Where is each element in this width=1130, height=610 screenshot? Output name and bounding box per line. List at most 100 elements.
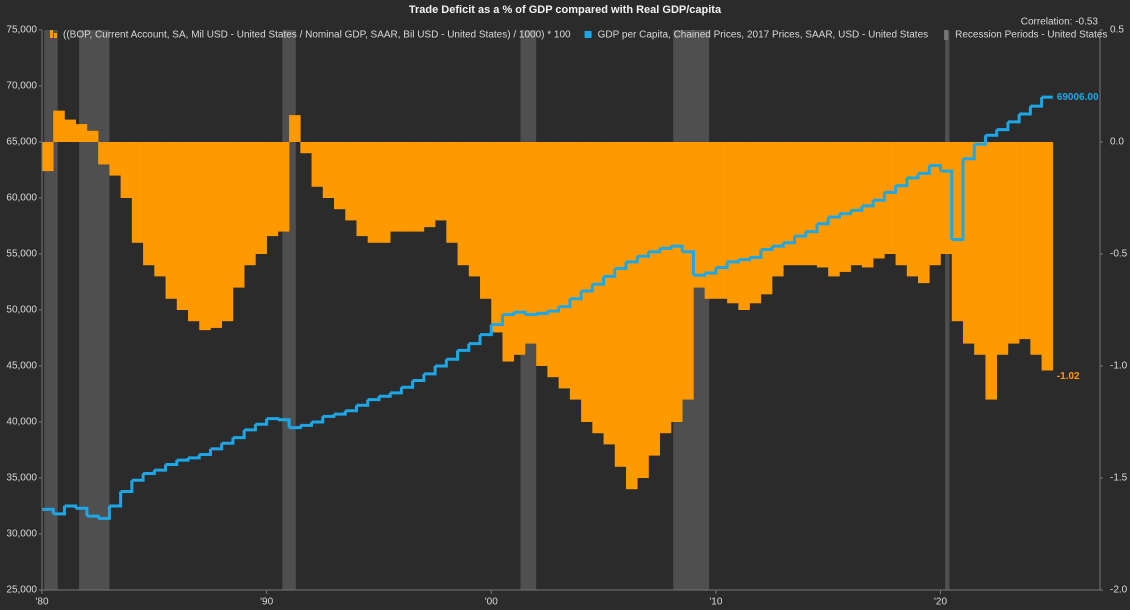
bar <box>300 142 312 154</box>
line-step <box>1019 106 1032 116</box>
bar <box>895 142 908 266</box>
bar <box>289 115 301 142</box>
line-step <box>446 350 460 361</box>
y-tick-label: 65,000 <box>6 137 37 148</box>
legend-swatch <box>50 30 53 38</box>
bar <box>221 142 234 322</box>
y2-tick-label: 0.5 <box>1110 25 1124 36</box>
end-label: -1.02 <box>1057 371 1080 382</box>
chart-title: Trade Deficit as a % of GDP compared wit… <box>409 4 722 16</box>
bar <box>120 142 133 198</box>
bar <box>378 142 391 243</box>
bar <box>176 142 189 310</box>
line-step <box>266 417 280 421</box>
line-step <box>749 249 763 259</box>
line-step <box>704 267 718 275</box>
x-tick-label: '80 <box>35 597 48 608</box>
bar <box>626 142 638 490</box>
bar <box>255 142 267 254</box>
x-tick-label: '90 <box>260 597 273 608</box>
bar <box>1007 142 1020 344</box>
line-step <box>480 324 493 337</box>
recession-band <box>282 30 296 590</box>
bar <box>199 142 211 331</box>
line-step <box>884 185 898 194</box>
y-tick-label: 70,000 <box>6 81 37 92</box>
line-step <box>1007 114 1021 124</box>
bar <box>390 142 402 232</box>
line-step <box>468 334 482 346</box>
line-step <box>670 244 684 252</box>
line-step <box>423 366 437 376</box>
line-step <box>53 506 66 516</box>
bar <box>64 119 76 142</box>
axis-layer: 75,000 70,000 65,000 60,000 55,000 50,000 45,0… <box>6 25 1127 608</box>
y2-tick-label: 0.0 <box>1110 137 1124 148</box>
bar <box>850 142 863 266</box>
bar <box>592 142 604 434</box>
line-step <box>715 261 729 269</box>
y-tick-label: 25,000 <box>6 585 37 596</box>
legend-swatch <box>584 31 592 38</box>
bar <box>1030 142 1042 355</box>
bar <box>446 142 458 243</box>
line-step <box>401 380 415 389</box>
bar <box>884 142 896 254</box>
line-step <box>918 165 931 175</box>
legend-label: Recession Periods - United States <box>955 30 1107 41</box>
line-step <box>86 514 100 519</box>
x-tick-label: '10 <box>709 597 722 608</box>
annotation: Correlation: -0.53 <box>1021 17 1099 28</box>
line-step <box>311 416 325 424</box>
legend-label: GDP per Capita, Chained Prices, 2017 Pri… <box>598 30 929 41</box>
line-step <box>805 223 819 234</box>
line-step <box>839 210 853 216</box>
bar <box>581 142 593 422</box>
bar <box>648 142 661 456</box>
bar <box>772 142 784 277</box>
line-step <box>783 236 797 245</box>
line-step <box>232 429 246 440</box>
bar <box>109 142 121 176</box>
line-step <box>940 169 954 240</box>
y-tick-label: 35,000 <box>6 473 37 484</box>
y-tick-label: 75,000 <box>6 25 37 36</box>
y-tick-label: 45,000 <box>6 361 37 372</box>
bar <box>558 142 571 389</box>
line-step <box>760 246 774 252</box>
bar <box>670 142 683 422</box>
line-step <box>603 268 617 278</box>
bar <box>502 142 515 362</box>
bar <box>659 142 672 434</box>
bar <box>143 142 155 266</box>
bar <box>974 142 986 355</box>
line-step <box>98 506 111 520</box>
line-step <box>154 464 168 472</box>
end-label: 69006.00 <box>1057 92 1099 103</box>
line-step <box>648 248 662 254</box>
line-step <box>491 314 504 327</box>
recession-band <box>79 30 110 590</box>
bar <box>794 142 807 266</box>
y2-tick-label: -1.0 <box>1110 361 1128 372</box>
line-step <box>962 144 976 161</box>
bar <box>704 142 717 299</box>
bar <box>98 142 110 165</box>
bar <box>816 142 829 268</box>
bar <box>906 142 919 277</box>
line-step <box>109 491 123 508</box>
y-tick-label: 55,000 <box>6 249 37 260</box>
line-step <box>75 506 89 517</box>
bar <box>42 142 54 172</box>
bar <box>951 142 964 322</box>
line-step <box>569 290 583 301</box>
line-step <box>513 310 527 315</box>
bar <box>480 142 492 299</box>
bar <box>423 142 436 228</box>
bar <box>277 142 290 232</box>
bar <box>727 142 739 304</box>
line-step <box>727 259 740 264</box>
line-step <box>996 121 1010 132</box>
bar <box>513 142 526 355</box>
line-step <box>199 448 212 456</box>
